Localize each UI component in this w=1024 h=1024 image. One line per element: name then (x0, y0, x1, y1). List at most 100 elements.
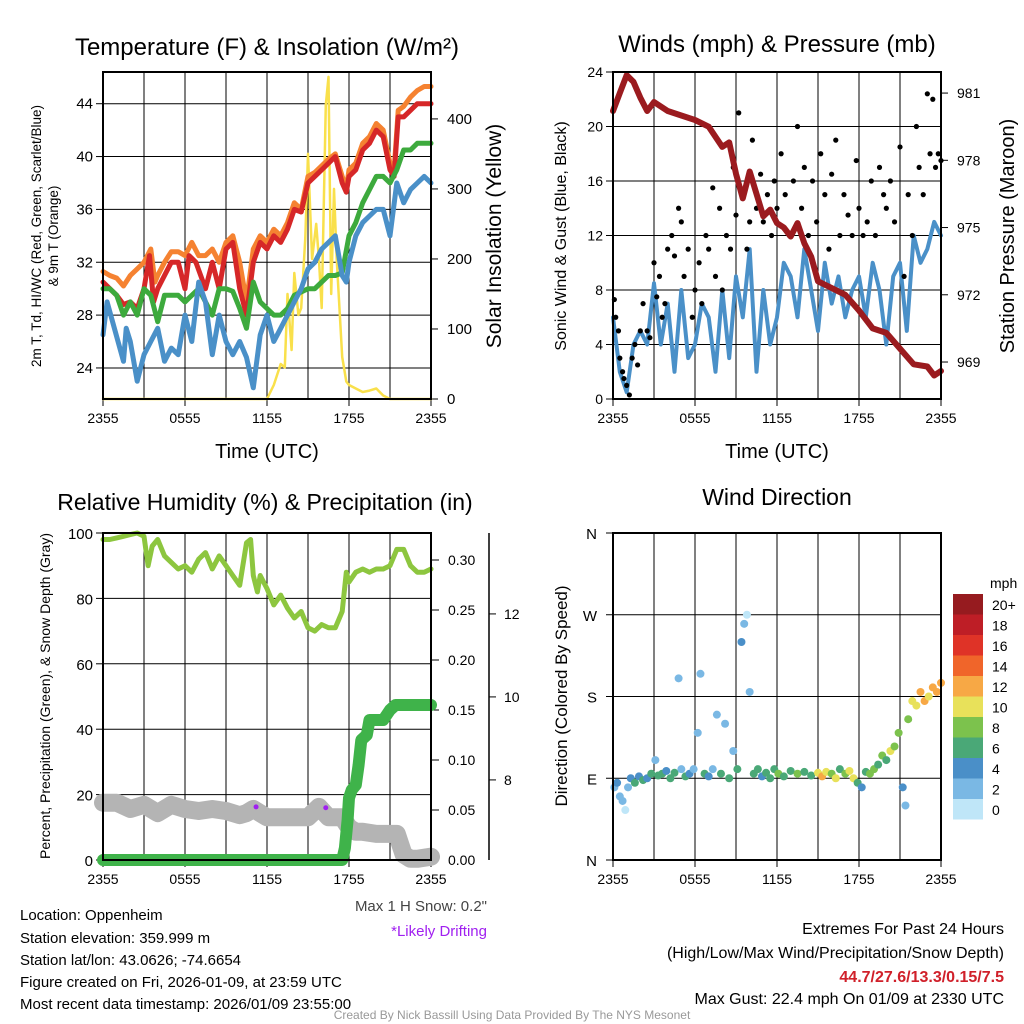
y-tick-label: 40 (76, 149, 93, 166)
wind-direction-point (712, 710, 721, 719)
extremes-values: 44.7/27.6/13.3/0.15/7.5 (839, 969, 1004, 986)
gust-point (637, 328, 643, 334)
wind-direction-point (624, 783, 633, 792)
gust-point (782, 192, 788, 198)
wind-direction-point (857, 783, 866, 792)
y2-tick-label: 975 (957, 220, 981, 236)
direction-tick-label: W (583, 608, 598, 625)
x-tick-label: 2355 (87, 871, 118, 887)
gust-point (654, 294, 660, 300)
gust-point (727, 246, 734, 252)
y-tick-label: 100 (68, 526, 93, 543)
2m-t-line (100, 101, 434, 318)
wind-direction-point (662, 766, 671, 775)
wind-direction-point (674, 674, 683, 683)
wind-direction-point (882, 756, 891, 765)
temperature-x-axis-label: Time (UTC) (215, 441, 319, 463)
drifting-marker (323, 805, 329, 811)
drifting-marker (253, 804, 259, 810)
x-tick-label: 2355 (87, 410, 118, 426)
x-tick-label: 2355 (925, 871, 956, 887)
colorbar-swatch (953, 635, 983, 656)
y2-tick-label: 300 (447, 181, 472, 198)
gust-point (656, 273, 663, 279)
y2-tick-label: 200 (447, 251, 472, 268)
gust-point (723, 232, 730, 239)
y-tick-label: 4 (595, 337, 603, 353)
colorbar-swatch (953, 594, 983, 615)
colorbar-swatch (953, 676, 983, 697)
y-tick-label: 20 (587, 119, 603, 135)
station-info: Location: Oppenheim Station elevation: 3… (20, 907, 351, 1013)
direction-tick-label: E (587, 771, 597, 788)
gust-point (887, 178, 894, 184)
gust-point (920, 192, 926, 198)
location-text: Location: Oppenheim (20, 907, 163, 924)
y3-tick-label: 12 (504, 606, 520, 622)
gust-point (833, 137, 839, 143)
y-tick-label: 24 (587, 64, 603, 80)
direction-tick-label: N (586, 853, 597, 870)
insolation-y-axis-label: Solar Insolation (Yellow) (483, 124, 506, 349)
x-tick-label: 0555 (679, 871, 710, 887)
hi-wc-line (100, 173, 434, 391)
wind-direction-point (716, 769, 725, 778)
gust-point (849, 232, 855, 239)
colorbar-label: 10 (992, 700, 1008, 716)
wind-direction-point (618, 796, 627, 805)
x-tick-label: 1755 (843, 410, 874, 426)
gust-point (710, 185, 716, 191)
humidity-panel-title: Relative Humidity (%) & Precipitation (i… (57, 489, 472, 515)
humidity-y-axis-label: Percent, Precipitation (Green), & Snow D… (37, 533, 53, 859)
wind-direction-point (630, 778, 639, 787)
gust-point (805, 232, 812, 239)
gust-point (897, 144, 903, 150)
wind-direction-point (874, 760, 883, 769)
y3-tick-label: 10 (504, 689, 520, 705)
gust-point (749, 137, 756, 143)
x-tick-label: 1755 (333, 871, 364, 887)
wind-direction-point (800, 767, 809, 776)
gust-point (801, 164, 807, 170)
plot-border (102, 532, 432, 861)
gust-point (814, 219, 820, 225)
x-tick-label: 2355 (597, 871, 628, 887)
gust-point (706, 246, 712, 252)
humidity-plot-area: 2355 0555 1155 1755 23550204060801000.000.05… (68, 526, 520, 887)
wind-direction-point (835, 765, 844, 774)
y2-tick-label: 0.30 (448, 552, 475, 568)
gust-point (644, 328, 650, 334)
wind-direction-point (904, 715, 913, 724)
x-tick-label: 2355 (925, 410, 956, 426)
gust-point (685, 246, 691, 252)
gust-point (764, 192, 771, 198)
gust-point (712, 273, 719, 279)
extremes-title: Extremes For Past 24 Hours (802, 921, 1004, 938)
y2-tick-label: 0.20 (448, 652, 475, 668)
gust-point (891, 219, 898, 225)
gust-point (689, 314, 695, 320)
colorbar-title: mph (990, 575, 1017, 591)
gust-point (696, 260, 702, 266)
direction-y-axis-label: Direction (Colored By Speed) (552, 585, 571, 806)
gust-point (760, 219, 766, 225)
colorbar-label: 6 (992, 741, 1000, 757)
gust-point (868, 178, 874, 184)
colorbar-label: 20+ (992, 597, 1016, 613)
likely-drifting-note: *Likely Drifting (391, 923, 487, 940)
gust-point (744, 246, 750, 252)
plot-border (612, 532, 942, 861)
y2-tick-label: 0 (447, 391, 455, 408)
colorbar-swatch (953, 778, 983, 799)
relative-humidity-line (100, 530, 434, 634)
colorbar-swatch (953, 737, 983, 758)
y2-tick-label: 972 (957, 287, 981, 303)
y-tick-label: 0 (595, 391, 603, 407)
wind-direction-point (733, 765, 742, 774)
y-tick-label: 20 (76, 788, 93, 805)
temperature-panel-title: Temperature (F) & Insolation (W/m²) (75, 34, 459, 61)
max-gust-text: Max Gust: 22.4 mph On 01/09 at 2330 UTC (695, 991, 1005, 1008)
wind-direction-point (762, 768, 771, 777)
